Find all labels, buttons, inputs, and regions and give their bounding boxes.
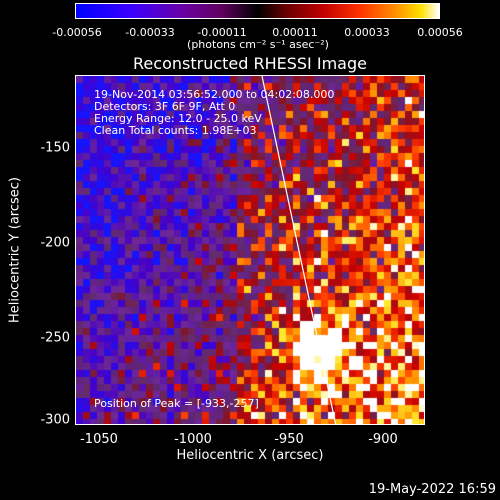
colorbar-tick: 0.00056 <box>417 26 463 39</box>
colorbar-tick: 0.00033 <box>344 26 390 39</box>
x-tick-label: -1050 <box>80 432 118 447</box>
info-time: 19-Nov-2014 03:56:52.000 to 04:02:08.000 <box>94 88 335 101</box>
solar-limb-line <box>261 76 337 424</box>
info-detectors: Detectors: 3F 6F 9F, Att 0 <box>94 100 236 113</box>
image-plot-area: 19-Nov-2014 03:56:52.000 to 04:02:08.000… <box>75 75 425 425</box>
image-title: Reconstructed RHESSI Image <box>133 54 367 73</box>
y-tick-label: -300 <box>40 412 70 428</box>
colorbar <box>75 3 440 19</box>
x-tick-label: -950 <box>274 432 304 447</box>
colorbar-tick: 0.00011 <box>272 26 318 39</box>
x-tick-label: -900 <box>368 432 398 447</box>
info-peak-position: Position of Peak = [-933,-257] <box>94 397 259 410</box>
plot-timestamp: 19-May-2022 16:59 <box>368 482 496 497</box>
colorbar-tick: -0.00011 <box>197 26 247 39</box>
colorbar-unit: (photons cm⁻² s⁻¹ asec⁻²) <box>187 38 329 51</box>
limb-line-overlay <box>261 76 337 424</box>
y-tick-label: -250 <box>40 330 70 346</box>
info-energy: Energy Range: 12.0 - 25.0 keV <box>94 112 262 125</box>
info-clean: Clean Total counts: 1.98E+03 <box>94 124 257 137</box>
x-axis-label: Heliocentric X (arcsec) <box>176 448 324 463</box>
rhessi-image-raster <box>76 76 424 424</box>
y-tick-label: -150 <box>40 140 70 156</box>
x-tick-label: -1000 <box>174 432 212 447</box>
y-tick-label: -200 <box>40 235 70 251</box>
colorbar-tick: -0.00033 <box>125 26 175 39</box>
y-axis-label: Heliocentric Y (arcsec) <box>7 177 23 323</box>
colorbar-tick: -0.00056 <box>52 26 102 39</box>
